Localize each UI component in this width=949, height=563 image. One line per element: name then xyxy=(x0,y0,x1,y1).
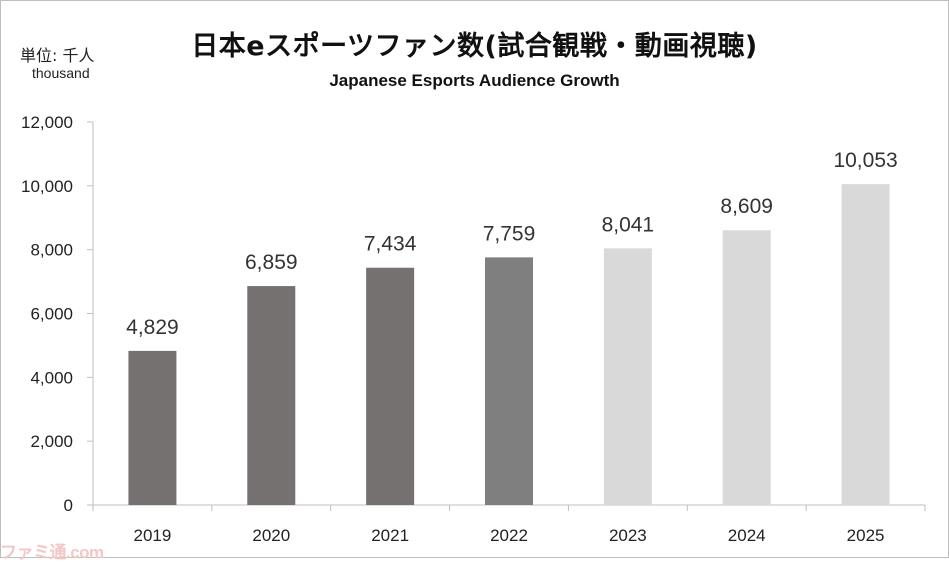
unit-label-en: thousand xyxy=(32,65,90,81)
bar-2022 xyxy=(485,257,533,505)
bar-2024 xyxy=(722,230,771,505)
data-label-2019: 4,829 xyxy=(126,316,179,339)
chart-title: 日本eスポーツファン数(試合観戦・動画視聴) xyxy=(191,31,758,62)
chart-subtitle: Japanese Esports Audience Growth xyxy=(329,71,620,90)
y-tick-label: 2,000 xyxy=(30,432,73,451)
data-label-2022: 7,759 xyxy=(483,222,536,245)
x-tick-label-2020: 2020 xyxy=(252,526,290,545)
y-tick-label: 4,000 xyxy=(30,368,73,387)
x-tick-label-2024: 2024 xyxy=(728,526,766,545)
bar-2021 xyxy=(366,267,415,505)
y-tick-label: 12,000 xyxy=(21,113,73,132)
data-label-2025: 10,053 xyxy=(833,149,897,172)
data-label-2023: 8,041 xyxy=(602,213,655,236)
bar-2025 xyxy=(841,184,890,505)
x-tick-label-2025: 2025 xyxy=(847,526,885,545)
y-tick-label: 6,000 xyxy=(30,305,73,324)
y-tick-label: 8,000 xyxy=(30,241,73,260)
bar-2019 xyxy=(128,350,177,505)
data-label-2024: 8,609 xyxy=(720,195,773,218)
y-tick-label: 10,000 xyxy=(21,177,73,196)
x-tick-label-2023: 2023 xyxy=(609,526,647,545)
unit-label: 単位: 千人 xyxy=(20,46,95,65)
bar-2023 xyxy=(603,248,652,505)
x-tick-label-2021: 2021 xyxy=(371,526,409,545)
x-tick-label-2022: 2022 xyxy=(490,526,528,545)
data-label-2020: 6,859 xyxy=(245,251,298,274)
x-tick-label-2019: 2019 xyxy=(134,526,172,545)
watermark-logo: ファミ通.com xyxy=(0,543,104,562)
y-tick-label: 0 xyxy=(64,496,73,515)
data-label-2021: 7,434 xyxy=(364,233,417,256)
bar-2020 xyxy=(247,286,296,505)
